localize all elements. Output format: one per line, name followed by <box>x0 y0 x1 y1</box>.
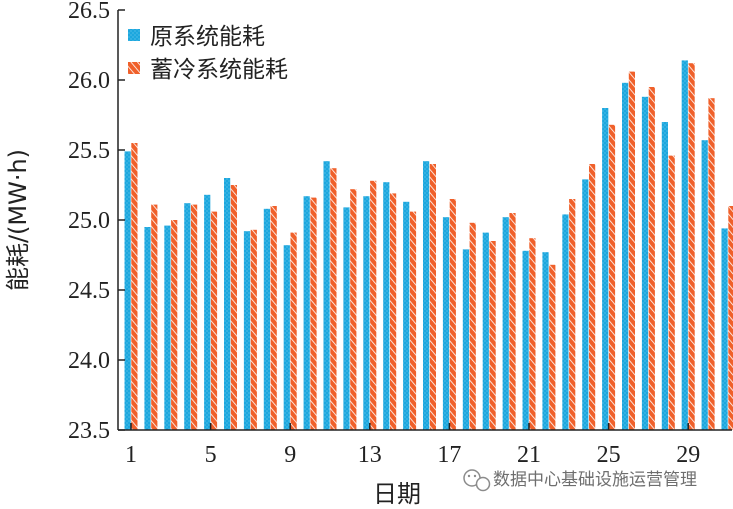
y-tick-label: 25.5 <box>68 138 110 164</box>
bar-cold-storage-day-26 <box>628 71 635 430</box>
bar-original-day-26 <box>622 82 629 431</box>
bar-original-day-14 <box>383 182 390 430</box>
y-tick-label: 24.0 <box>68 348 110 374</box>
bar-cold-storage-day-22 <box>549 264 556 430</box>
y-tick-label: 25.0 <box>68 208 110 234</box>
bar-cold-storage-day-14 <box>390 193 397 430</box>
bar-cold-storage-day-16 <box>429 164 436 430</box>
bar-cold-storage-day-10 <box>310 197 317 430</box>
bar-cold-storage-day-15 <box>409 211 417 430</box>
bar-cold-storage-day-21 <box>529 238 536 430</box>
bar-original-day-20 <box>502 217 509 430</box>
bar-original-day-2 <box>144 227 151 430</box>
x-tick-label: 21 <box>517 442 541 468</box>
bar-cold-storage-day-11 <box>330 168 337 430</box>
x-ticks-layer: 1 5 9 13 17 21 25 29 <box>125 423 700 468</box>
bar-original-day-31 <box>721 228 728 430</box>
bar-cold-storage-day-29 <box>688 63 695 430</box>
bar-cold-storage-day-5 <box>210 211 218 430</box>
bar-original-day-28 <box>661 122 668 430</box>
y-tick-label: 24.5 <box>68 278 110 304</box>
bar-cold-storage-day-6 <box>230 185 237 430</box>
bar-original-day-4 <box>184 203 191 430</box>
bar-original-day-23 <box>562 214 569 430</box>
bar-original-day-9 <box>283 245 290 430</box>
x-tick-label: 17 <box>437 442 461 468</box>
bar-cold-storage-day-2 <box>151 204 158 430</box>
bar-cold-storage-day-19 <box>489 241 496 430</box>
bar-cold-storage-day-4 <box>191 204 198 430</box>
chart-legend: 原系统能耗 蓄冷系统能耗 <box>128 24 288 83</box>
bar-original-day-13 <box>363 196 370 430</box>
bar-original-day-5 <box>204 194 211 430</box>
bar-original-day-17 <box>442 217 450 430</box>
legend-swatch-cold-storage <box>128 62 140 74</box>
bar-cold-storage-day-1 <box>131 143 138 430</box>
bar-cold-storage-day-13 <box>370 180 377 430</box>
bar-original-day-10 <box>303 196 310 430</box>
bar-original-day-19 <box>482 232 489 430</box>
bar-original-day-3 <box>164 225 171 430</box>
legend-swatch-original <box>128 29 140 41</box>
bar-cold-storage-day-30 <box>708 98 715 430</box>
bar-cold-storage-day-25 <box>608 124 616 431</box>
y-tick-label: 26.0 <box>68 68 110 94</box>
y-tick-label: 26.5 <box>68 0 110 24</box>
bar-original-day-24 <box>582 179 589 430</box>
bar-original-day-25 <box>602 108 609 430</box>
wechat-icon <box>463 469 491 492</box>
bar-original-day-12 <box>343 207 350 430</box>
bar-cold-storage-day-31 <box>728 206 733 430</box>
bar-cold-storage-day-12 <box>350 189 357 430</box>
bar-cold-storage-day-28 <box>668 155 675 430</box>
bar-cold-storage-day-7 <box>250 229 257 430</box>
bar-cold-storage-day-9 <box>290 232 297 430</box>
bar-cold-storage-day-8 <box>270 206 277 430</box>
bar-cold-storage-day-3 <box>171 220 178 430</box>
x-axis-title: 日期 <box>373 480 421 508</box>
bar-original-day-21 <box>522 250 529 430</box>
bar-cold-storage-day-17 <box>449 199 456 430</box>
x-tick-label: 9 <box>284 442 296 468</box>
y-ticks-layer: 23.5 24.0 24.5 25.0 25.5 26.0 26.5 <box>68 0 125 444</box>
bar-original-day-18 <box>462 249 469 430</box>
y-tick-label: 23.5 <box>68 418 110 444</box>
bar-cold-storage-day-27 <box>648 87 655 430</box>
bar-original-day-11 <box>323 161 330 430</box>
legend-label-cold-storage: 蓄冷系统能耗 <box>150 57 288 83</box>
bar-original-day-22 <box>542 252 549 430</box>
watermark-text: 数据中心基础设施运营管理 <box>493 470 697 490</box>
bar-original-day-29 <box>681 60 688 431</box>
bar-original-day-30 <box>701 140 708 430</box>
bar-original-day-1 <box>124 151 131 430</box>
bar-original-day-27 <box>641 96 649 431</box>
bar-cold-storage-day-20 <box>509 213 516 430</box>
bar-original-day-16 <box>423 161 430 430</box>
x-tick-label: 29 <box>676 442 700 468</box>
bar-original-day-15 <box>403 201 410 430</box>
bar-cold-storage-day-24 <box>589 164 596 430</box>
y-axis-title: 能耗/(MW·h) <box>4 149 32 291</box>
watermark: 数据中心基础设施运营管理 <box>463 469 697 492</box>
bar-cold-storage-day-18 <box>469 222 476 430</box>
bar-original-day-7 <box>243 231 251 430</box>
bar-cold-storage-day-23 <box>569 199 576 430</box>
bars-layer <box>124 60 733 431</box>
x-tick-label: 1 <box>125 442 137 468</box>
bar-original-day-8 <box>263 208 270 430</box>
x-tick-label: 13 <box>358 442 382 468</box>
legend-label-original: 原系统能耗 <box>150 24 265 50</box>
x-tick-label: 5 <box>205 442 217 468</box>
x-tick-label: 25 <box>597 442 621 468</box>
bar-original-day-6 <box>224 178 231 430</box>
